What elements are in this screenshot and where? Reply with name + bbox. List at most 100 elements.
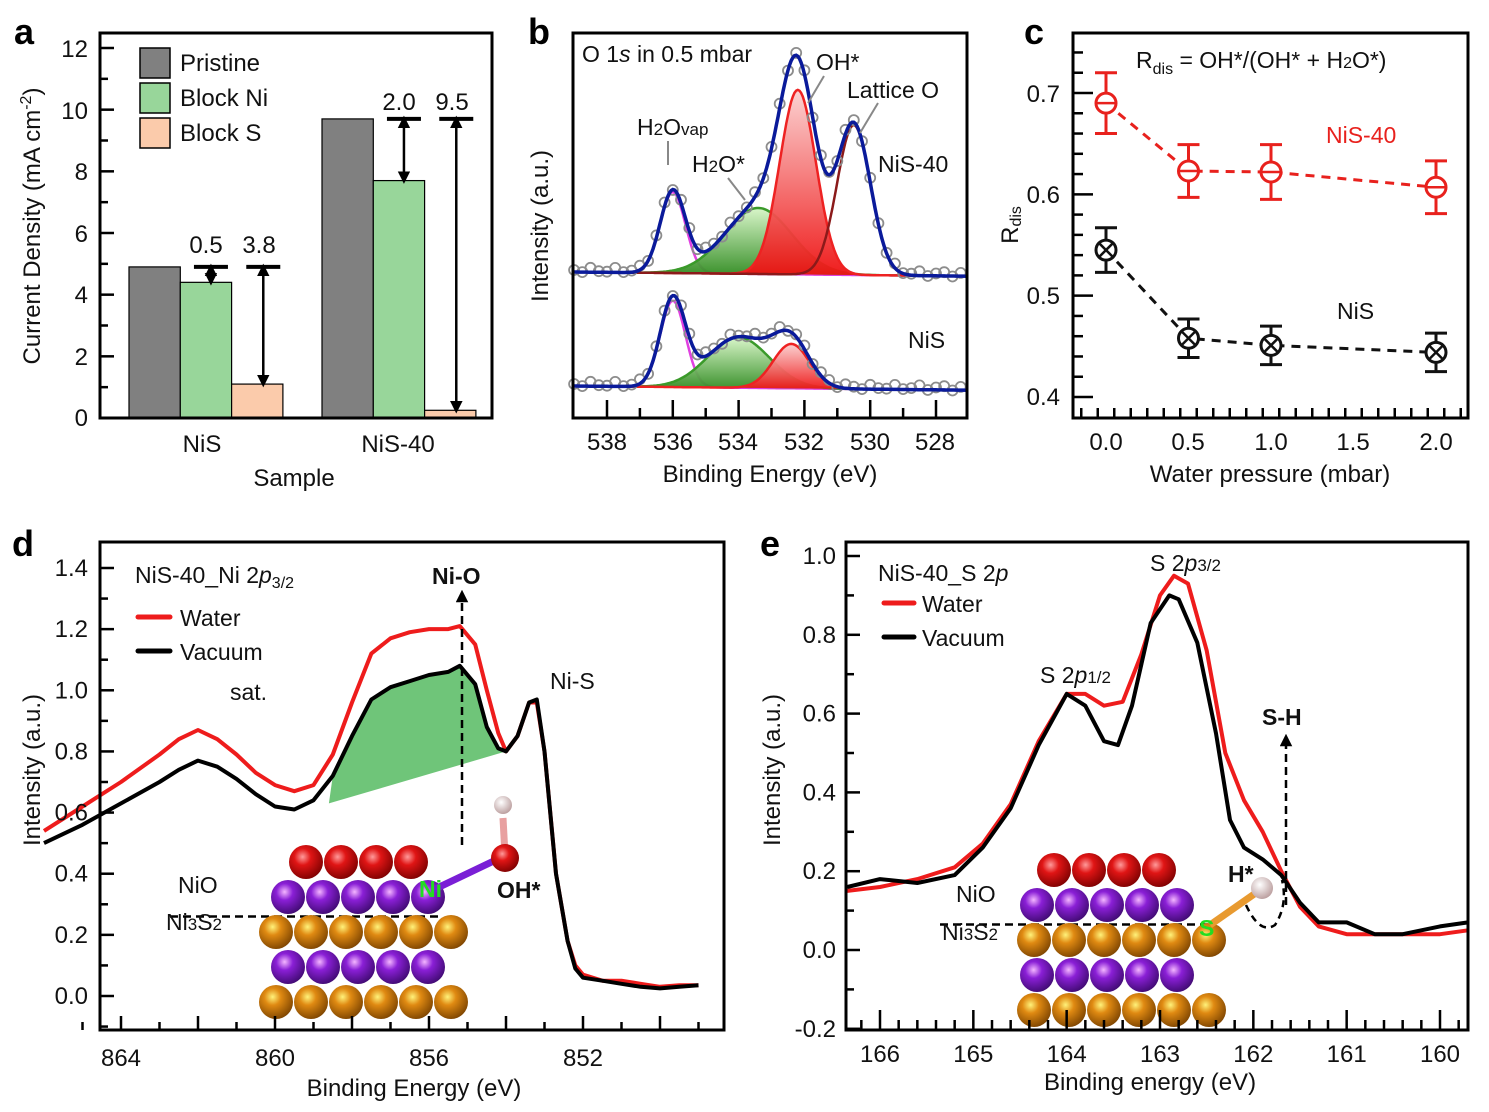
panel-a-bars (128, 118, 477, 419)
category-label-nis: NiS (183, 431, 222, 458)
atom-nickel (341, 950, 375, 984)
raw-data-point (806, 358, 819, 370)
series-label-nis-40: NiS-40 (1326, 122, 1396, 148)
raw-data-point (716, 337, 728, 350)
marker-x (1098, 242, 1114, 258)
atom-nickel (306, 950, 340, 984)
atom-nickel (1055, 958, 1089, 992)
x-tick-label: 166 (860, 1041, 900, 1068)
y-tick-label: 0.5 (1027, 283, 1060, 310)
atom-nickel (1160, 958, 1194, 992)
panel-a-y-axis-label: Current Density (mA cm-2) (18, 88, 46, 365)
bar-pristine (128, 266, 181, 419)
atom-sulfur (399, 915, 433, 949)
dashed-loop (1244, 879, 1286, 929)
spectrum-line-water (847, 573, 1469, 937)
raw-data-point (880, 246, 893, 259)
panel-c-y-axis-label: Rdis (997, 206, 1025, 244)
spectrum-label-nis-40: NiS-40 (878, 151, 948, 177)
panel-d-y-tick-labels: 0.0 0.2 0.4 0.6 0.8 1.0 1.2 1.4 (55, 555, 88, 1010)
atom-sulfur (1017, 923, 1051, 957)
label-nio: NiO (178, 872, 218, 898)
x-tick-label: 864 (101, 1045, 141, 1072)
panel-b-title: O 1s in 0.5 mbar (582, 41, 752, 67)
panel-a-frame (98, 31, 494, 420)
atom-hydrogen (494, 796, 512, 814)
atom-nickel (1125, 958, 1159, 992)
x-tick-label: 1.5 (1336, 429, 1369, 456)
y-tick-label: 0.2 (803, 858, 836, 885)
panel-c-equation: Rdis = OH*/(OH* + H2O*) (1136, 47, 1386, 78)
y-tick-label: 1.2 (55, 616, 88, 643)
raw-data-point (666, 184, 679, 196)
x-tick-label: 0.0 (1089, 429, 1122, 456)
difference-arrow (193, 263, 228, 286)
x-tick-label: 160 (1420, 1041, 1460, 1068)
atom-sulfur (1087, 993, 1121, 1027)
panel-d-title: NiS-40_Ni 2p3/2 (135, 562, 294, 592)
data-point (1177, 317, 1200, 359)
raw-data-point (691, 348, 704, 361)
diff-label: 0.5 (189, 232, 222, 259)
panel-c-data (1094, 71, 1448, 374)
x-tick-label: 161 (1327, 1041, 1367, 1068)
panel-e-s2p-spectrum: e S H* NiO Ni3S2 -0.2 0.0 0.2 0.4 0.6 0.8 1.0 166… (759, 523, 1470, 1096)
diff-label: 2.0 (382, 89, 415, 116)
y-tick-label: 12 (61, 36, 88, 63)
atom-label-ni: Ni (419, 876, 442, 902)
bar-block-s (231, 383, 284, 419)
atom-nickel (1055, 888, 1089, 922)
data-point (1424, 331, 1448, 374)
label-oh-star: OH* (497, 877, 541, 903)
panel-e-x-axis-label: Binding energy (eV) (1044, 1069, 1256, 1096)
atom-label-s: S (1199, 915, 1214, 941)
raw-data-point (930, 267, 942, 280)
atom-nickel (306, 880, 340, 914)
series-label-nis: NiS (1337, 298, 1374, 324)
atom-nickel (271, 880, 305, 914)
panel-a-difference-arrows (193, 115, 474, 414)
atom-sulfur (1052, 923, 1086, 957)
spectrum-nis (568, 290, 967, 397)
legend-label-water: Water (922, 591, 983, 617)
legend-label-water: Water (180, 605, 241, 631)
atom-oxygen (1107, 853, 1141, 887)
data-point (1177, 143, 1200, 199)
panel-e-spectra (846, 573, 1469, 937)
panel-e-y-axis-label: Intensity (a.u.) (759, 694, 786, 846)
atom-nickel (1020, 888, 1054, 922)
y-tick-label: 8 (75, 159, 88, 186)
atom-sulfur (364, 915, 398, 949)
y-tick-label: 0 (75, 405, 88, 432)
panel-c-letter: c (1024, 11, 1044, 52)
x-tick-label: 534 (718, 429, 758, 456)
category-label-nis-40: NiS-40 (361, 431, 434, 458)
fit-envelope (574, 293, 966, 392)
panel-d-letter: d (12, 523, 34, 564)
atom-sulfur (294, 915, 328, 949)
panel-e-y-tick-labels: -0.2 0.0 0.2 0.4 0.6 0.8 1.0 (795, 543, 836, 1043)
y-tick-label: 4 (75, 282, 88, 309)
atom-oxygen (324, 845, 358, 879)
marker-x (1263, 337, 1279, 354)
legend-label-block-s: Block S (180, 120, 261, 147)
legend-swatch-block-s (139, 117, 171, 149)
annotation-ni-o: Ni-O (432, 563, 481, 589)
atom-hydrogen (1251, 877, 1273, 899)
spectrum-line-vacuum (43, 663, 699, 991)
panel-e-x-tick-labels: 166 165 164 163 162 161 160 (860, 1041, 1460, 1068)
bond-s-h (1207, 887, 1263, 928)
atom-nickel (411, 950, 445, 984)
difference-arrow (439, 115, 474, 414)
panel-a-y-ticks (100, 46, 114, 420)
x-tick-label: 538 (587, 429, 627, 456)
atom-sulfur (434, 985, 468, 1019)
leader-line (807, 75, 825, 104)
legend-label-vacuum: Vacuum (922, 625, 1005, 651)
bar-block-ni (372, 179, 426, 419)
atom-sulfur (399, 985, 433, 1019)
x-tick-label: 162 (1233, 1041, 1273, 1068)
leader-line (859, 102, 879, 134)
atom-nickel (1160, 888, 1194, 922)
x-tick-label: 536 (653, 429, 693, 456)
